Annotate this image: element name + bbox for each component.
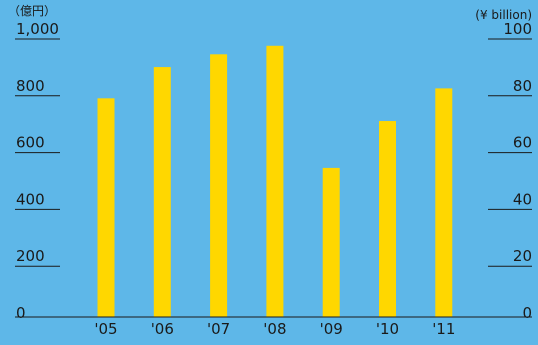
right-axis: 0 20 40 60 80 100 bbox=[488, 20, 532, 322]
bar-07 bbox=[210, 54, 228, 318]
right-tick-label: 20 bbox=[513, 247, 532, 265]
right-tick-label: 80 bbox=[513, 77, 532, 95]
bar-05 bbox=[97, 98, 115, 317]
left-tick-label: 200 bbox=[16, 247, 45, 265]
bars bbox=[97, 45, 453, 318]
left-tick-label: 400 bbox=[16, 190, 45, 208]
right-tick-label: 60 bbox=[513, 134, 532, 152]
x-tick-label: '10 bbox=[376, 320, 399, 338]
right-tick-label: 0 bbox=[522, 304, 532, 322]
bar-10 bbox=[379, 121, 396, 317]
right-tick-label: 100 bbox=[503, 20, 532, 38]
left-tick-label: 0 bbox=[16, 304, 26, 322]
x-tick-label: '11 bbox=[432, 320, 455, 338]
bar-11 bbox=[435, 88, 453, 317]
left-tick-label: 1,000 bbox=[16, 20, 59, 38]
left-axis: 0 200 400 600 800 1,000 bbox=[15, 20, 60, 322]
left-tick-label: 800 bbox=[16, 77, 45, 95]
bar-09 bbox=[322, 167, 340, 317]
right-tick-label: 40 bbox=[513, 190, 532, 208]
left-axis-unit-label: （億円） bbox=[8, 4, 56, 18]
x-tick-label: '08 bbox=[263, 320, 286, 338]
left-tick-label: 600 bbox=[16, 134, 45, 152]
x-tick-label: '06 bbox=[151, 320, 174, 338]
x-axis: '05 '06 '07 '08 '09 '10 '11 bbox=[94, 320, 455, 338]
x-tick-label: '09 bbox=[320, 320, 343, 338]
bar-06 bbox=[153, 67, 171, 317]
x-tick-label: '07 bbox=[207, 320, 230, 338]
right-axis-unit-label: (¥ billion) bbox=[475, 8, 532, 22]
x-tick-label: '05 bbox=[94, 320, 117, 338]
bar-08 bbox=[266, 45, 284, 317]
